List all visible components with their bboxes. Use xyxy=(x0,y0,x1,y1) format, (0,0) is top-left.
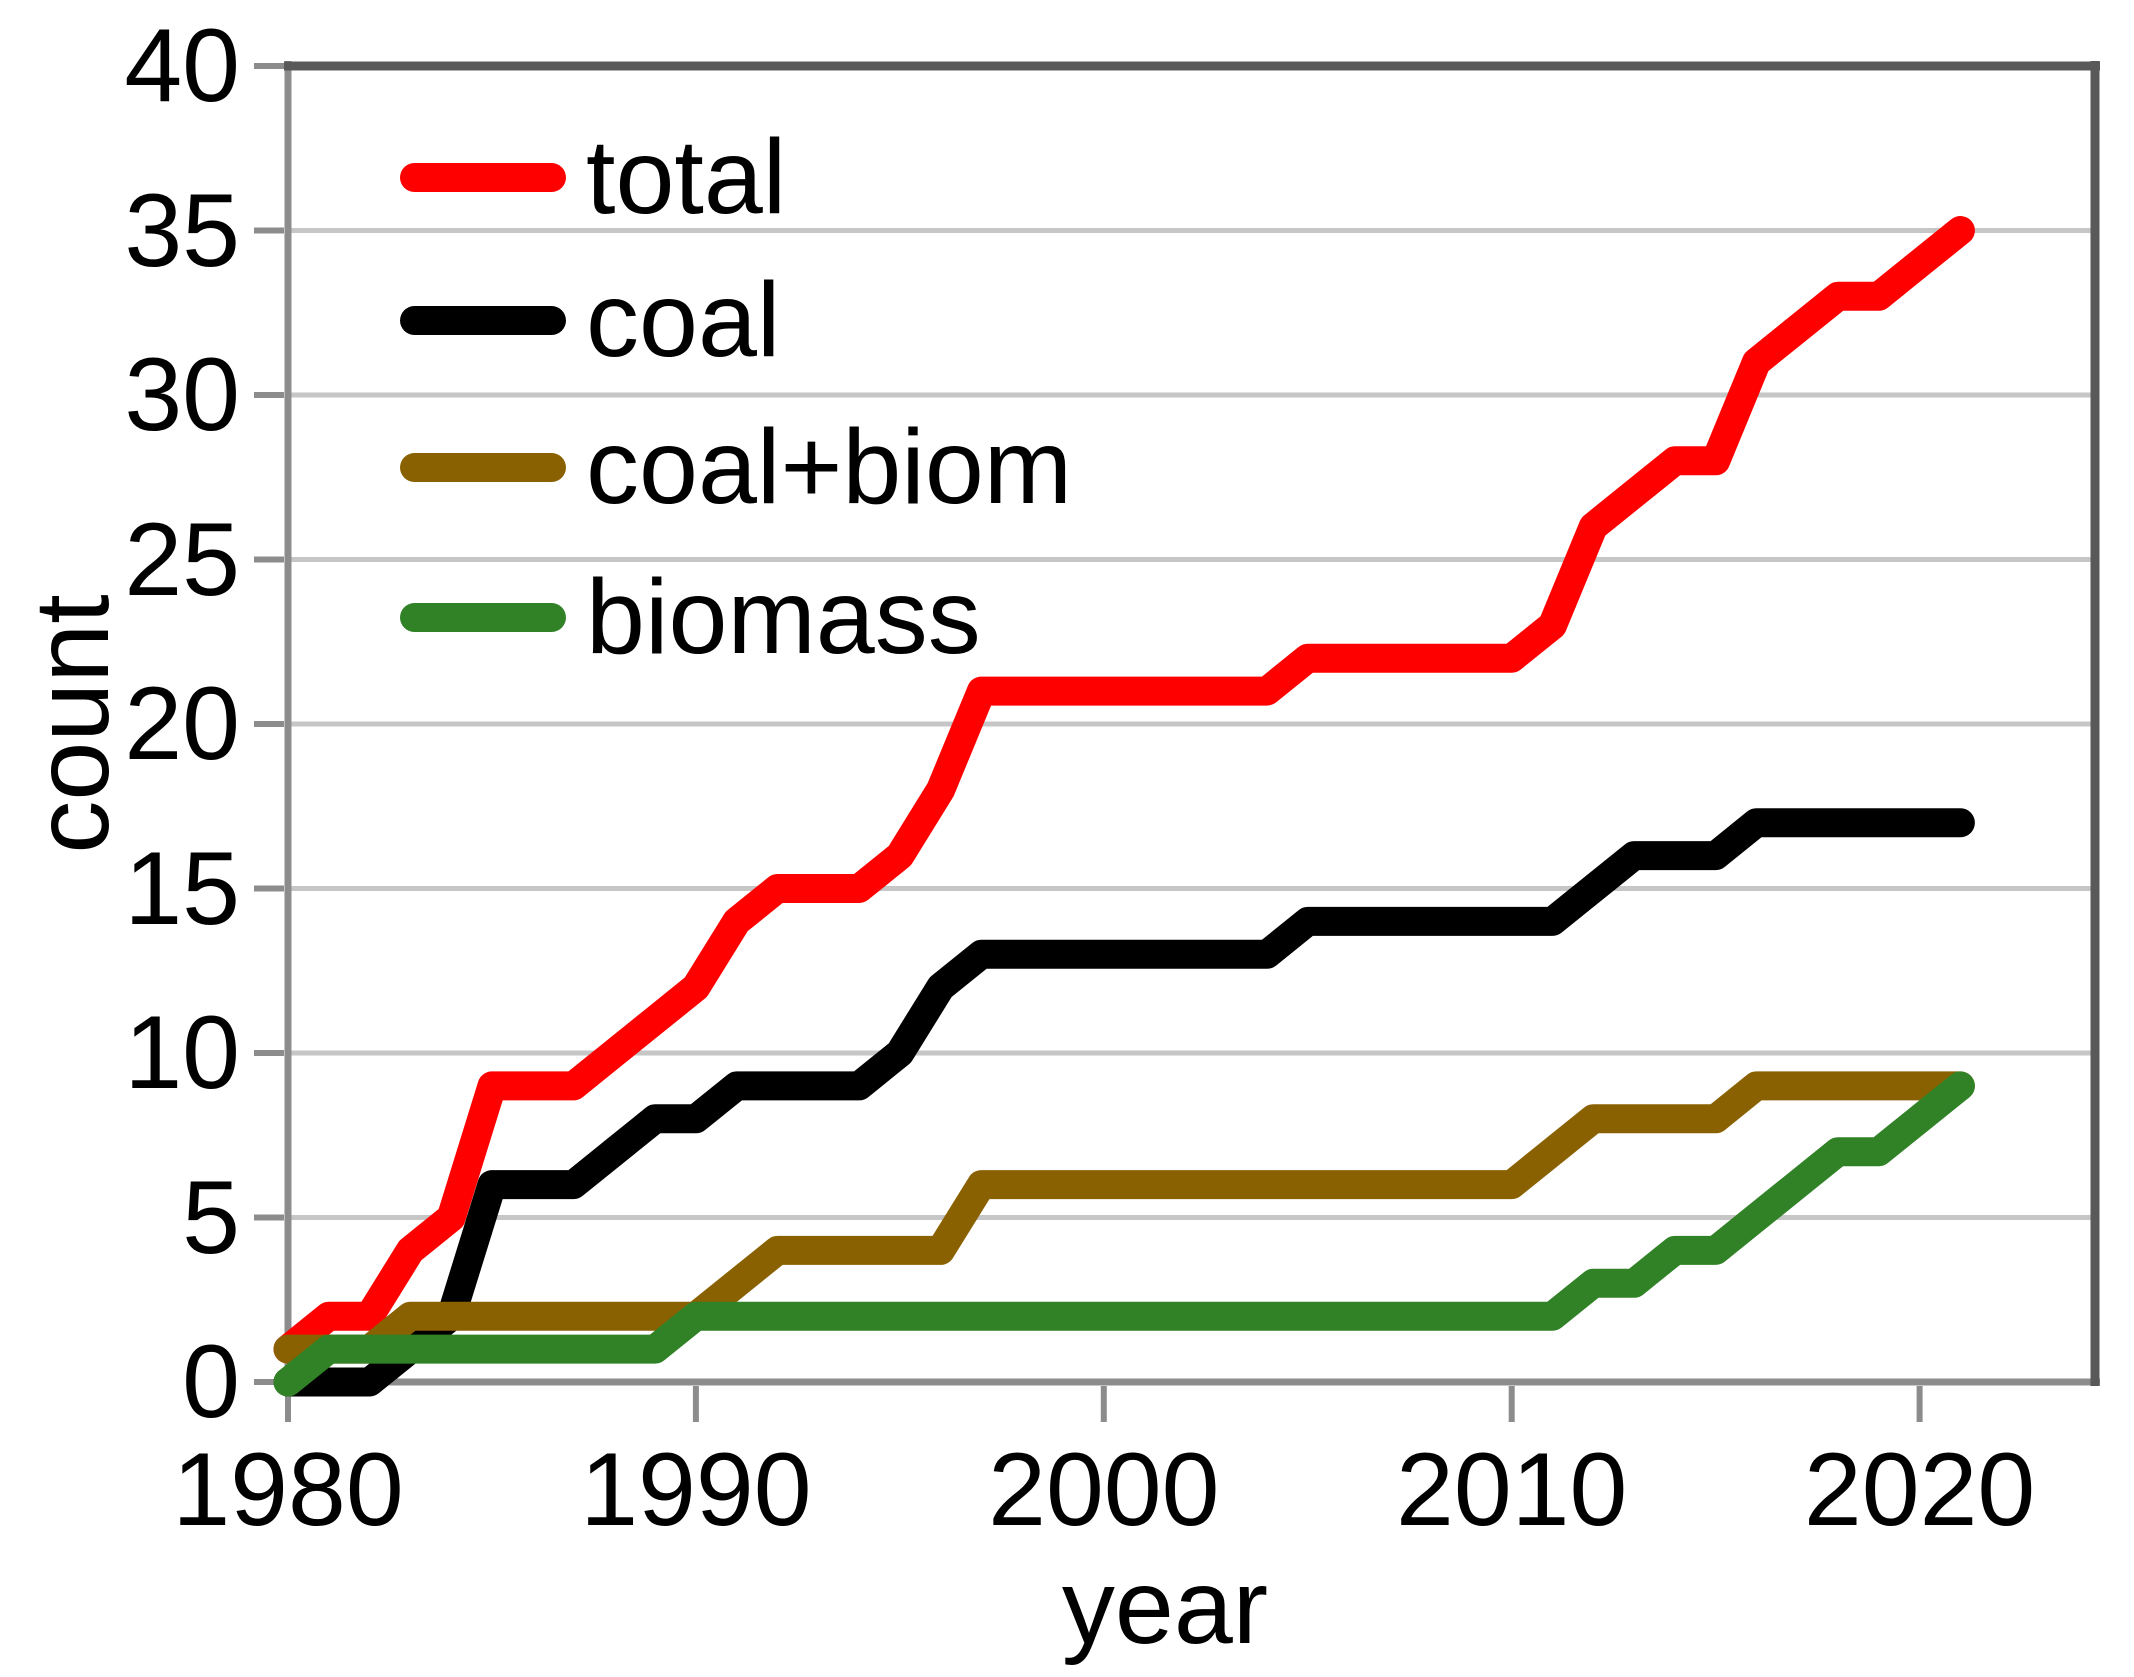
y-tick-label-30: 30 xyxy=(124,337,240,453)
legend-item-biomass: biomass xyxy=(400,546,981,688)
y-tick-label-0: 0 xyxy=(182,1324,240,1440)
legend-label-biomass: biomass xyxy=(586,558,981,676)
legend-swatch-coal-biom xyxy=(400,452,566,482)
x-tick-label-2020: 2020 xyxy=(1803,1432,2036,1548)
legend-item-coal: coal xyxy=(400,249,780,391)
y-tick-label-35: 35 xyxy=(124,172,240,289)
x-axis-title: year xyxy=(1061,1548,1269,1666)
y-tick-label-25: 25 xyxy=(124,501,240,618)
x-tick-label-1990: 1990 xyxy=(580,1432,812,1548)
y-tick-label-15: 15 xyxy=(124,830,240,947)
series-line-coal xyxy=(273,808,1975,1397)
y-tick-label-40: 40 xyxy=(124,8,240,124)
x-tick-label-2010: 2010 xyxy=(1396,1432,1628,1548)
legend-swatch-biomass xyxy=(400,602,566,632)
series-line-total xyxy=(273,216,1975,1364)
y-tick-label-10: 10 xyxy=(124,995,240,1111)
legend-label-total: total xyxy=(586,118,787,236)
legend-label-coal-biom: coal+biom xyxy=(586,408,1073,526)
legend-item-coal-biom: coal+biom xyxy=(400,396,1072,538)
x-tick-label-2000: 2000 xyxy=(988,1432,1220,1548)
x-tick-label-1980: 1980 xyxy=(172,1432,404,1548)
series-line-biomass xyxy=(273,1071,1975,1397)
legend-item-total: total xyxy=(400,106,786,248)
y-axis-title: count xyxy=(13,594,131,854)
series-line-coal-biom xyxy=(273,1071,1975,1364)
legend-label-coal: coal xyxy=(586,261,781,379)
legend-swatch-total xyxy=(400,162,566,192)
y-tick-label-5: 5 xyxy=(182,1159,240,1276)
y-tick-label-20: 20 xyxy=(124,666,240,782)
legend-swatch-coal xyxy=(400,305,566,335)
